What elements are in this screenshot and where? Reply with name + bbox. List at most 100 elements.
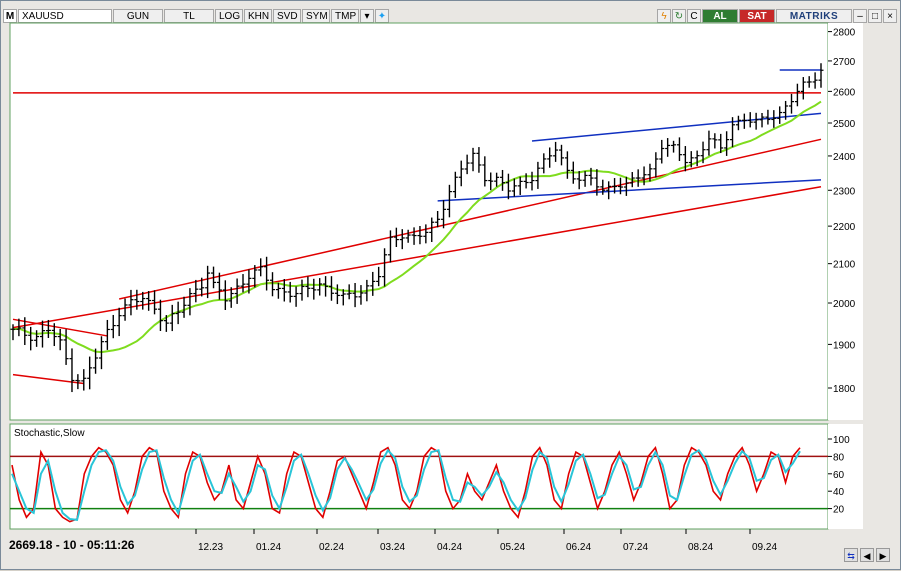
- ohlc-bar: [464, 154, 470, 175]
- ohlc-bar: [387, 230, 393, 263]
- maximize-icon[interactable]: □: [868, 9, 882, 23]
- chart-navigation: ⇆ ◀ ▶: [844, 548, 890, 562]
- ohlc-bar: [582, 171, 588, 187]
- ohlc-bar: [222, 280, 228, 310]
- y-tick-label: 1900: [833, 340, 856, 351]
- ohlc-bar: [175, 301, 181, 325]
- ohlc-bar: [517, 176, 523, 195]
- ohlc-bar: [228, 287, 234, 308]
- ohlc-bar: [382, 248, 388, 287]
- stoch-y-tick-label: 60: [833, 470, 845, 481]
- ohlc-bar: [435, 211, 441, 228]
- ohlc-bar: [535, 161, 541, 189]
- ohlc-bar: [45, 319, 51, 338]
- stoch-y-tick-label: 40: [833, 487, 845, 498]
- ohlc-bar: [753, 112, 759, 130]
- ohlc-bar: [211, 266, 217, 289]
- sym-button[interactable]: SYM: [302, 9, 330, 23]
- ohlc-bar: [328, 276, 334, 301]
- tmp-button[interactable]: TMP: [331, 9, 359, 23]
- ohlc-bar: [39, 320, 45, 348]
- ohlc-bar: [110, 314, 116, 339]
- ohlc-bar: [270, 272, 276, 297]
- ohlc-bar: [494, 172, 500, 187]
- ohlc-bar: [317, 278, 323, 296]
- ohlc-bar: [694, 150, 700, 167]
- ohlc-bar: [275, 282, 281, 299]
- ohlc-bar: [140, 291, 146, 310]
- scroll-right-icon[interactable]: ▶: [876, 548, 890, 562]
- ohlc-bar: [541, 153, 547, 174]
- x-tick-label: 06.24: [566, 542, 591, 553]
- ohlc-bar: [299, 279, 305, 301]
- ohlc-bar: [311, 278, 317, 300]
- ohlc-bar: [647, 163, 653, 182]
- crosshair-readout: 2669.18 - 10 - 05:11:26: [9, 538, 135, 552]
- ohlc-bar: [293, 286, 299, 307]
- ohlc-bar: [818, 63, 824, 88]
- ohlc-bar: [340, 289, 346, 306]
- ohlc-bar: [152, 290, 158, 315]
- y-tick-label: 2000: [833, 299, 856, 310]
- ohlc-bar: [264, 256, 270, 291]
- ohlc-bar: [234, 278, 240, 304]
- stochastic-plot-area: [9, 423, 829, 530]
- minimize-icon[interactable]: –: [853, 9, 867, 23]
- refresh-icon[interactable]: ↻: [672, 9, 686, 23]
- ohlc-bar: [747, 112, 753, 128]
- ohlc-bar: [370, 271, 376, 296]
- ohlc-bar: [75, 374, 81, 390]
- ohlc-bar: [63, 329, 69, 365]
- ohlc-bar: [730, 117, 736, 148]
- ohlc-bar: [446, 184, 452, 218]
- ohlc-bar: [116, 307, 122, 337]
- ohlc-bar: [81, 369, 87, 391]
- ohlc-bar: [281, 279, 287, 302]
- ohlc-bar: [806, 76, 812, 88]
- ohlc-bar: [246, 269, 252, 294]
- ohlc-bar: [594, 169, 600, 196]
- ohlc-bar: [51, 323, 57, 347]
- ohlc-bar: [789, 93, 795, 114]
- price-axis-area: [828, 23, 863, 420]
- ohlc-bar: [659, 139, 665, 164]
- ohlc-bar: [688, 151, 694, 168]
- ohlc-bar: [240, 274, 246, 293]
- ohlc-bar: [482, 156, 488, 187]
- ohlc-bar: [812, 72, 818, 89]
- ohlc-bar: [547, 147, 553, 168]
- ohlc-bar: [323, 276, 329, 297]
- ohlc-bar: [34, 330, 40, 347]
- ohlc-bar: [641, 166, 647, 186]
- x-tick-label: 07.24: [623, 542, 648, 553]
- ohlc-bar: [205, 265, 211, 299]
- x-tick-label: 08.24: [688, 542, 713, 553]
- stochastic-axis-area: [828, 424, 863, 529]
- stoch-y-tick-label: 100: [833, 435, 850, 446]
- ohlc-bar: [576, 171, 582, 190]
- ohlc-bar: [665, 138, 671, 157]
- x-tick-label: 05.24: [500, 542, 525, 553]
- ohlc-bar: [635, 169, 641, 187]
- trendline-3: [12, 318, 108, 337]
- close-icon[interactable]: ×: [883, 9, 897, 23]
- ohlc-bar: [452, 171, 458, 198]
- y-tick-label: 2500: [833, 119, 856, 130]
- ohlc-bar: [93, 348, 99, 374]
- trendline-5: [437, 179, 822, 202]
- x-tick-label: 01.24: [256, 542, 281, 553]
- ohlc-bar: [470, 147, 476, 172]
- ohlc-bar: [706, 130, 712, 156]
- sync-icon[interactable]: ⇆: [844, 548, 858, 562]
- ohlc-bar: [600, 179, 606, 195]
- y-tick-label: 2100: [833, 260, 856, 271]
- ohlc-bar: [187, 288, 193, 316]
- ohlc-bar: [682, 146, 688, 172]
- scroll-left-icon[interactable]: ◀: [860, 548, 874, 562]
- y-tick-label: 2200: [833, 222, 856, 233]
- ohlc-bar: [163, 315, 169, 332]
- y-tick-label: 2700: [833, 57, 856, 68]
- ohlc-bar: [104, 319, 110, 350]
- trendline-6: [531, 112, 822, 142]
